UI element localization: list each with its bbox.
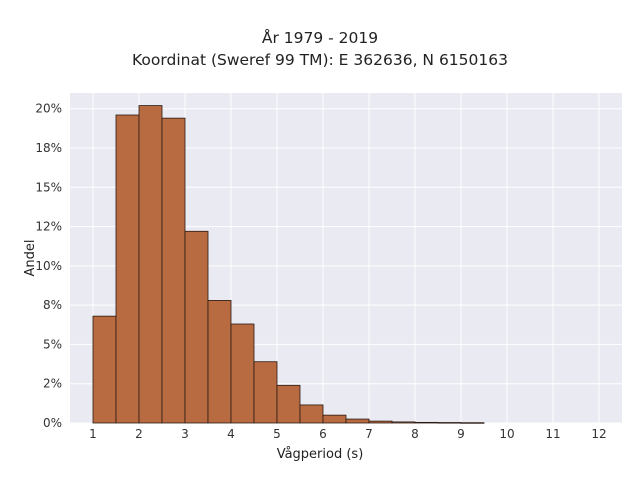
chart-subtitle: Koordinat (Sweref 99 TM): E 362636, N 61… bbox=[132, 51, 508, 69]
y-tick-label: 20% bbox=[35, 102, 62, 116]
histogram-bar bbox=[322, 414, 347, 424]
x-tick-label: 2 bbox=[135, 427, 143, 441]
y-tick-label: 12% bbox=[35, 220, 62, 234]
x-tick-label: 4 bbox=[227, 427, 235, 441]
histogram-bar bbox=[437, 422, 462, 424]
histogram-bar bbox=[184, 230, 209, 424]
chart-title: År 1979 - 2019 bbox=[261, 29, 379, 47]
y-tick-label: 10% bbox=[35, 259, 62, 273]
y-tick-label: 0% bbox=[43, 416, 62, 430]
y-tick-label: 15% bbox=[35, 180, 62, 194]
x-tick-label: 10 bbox=[499, 427, 514, 441]
plot-background bbox=[70, 93, 622, 423]
histogram-bar bbox=[299, 404, 324, 424]
histogram-bar bbox=[368, 420, 393, 424]
x-tick-label: 8 bbox=[411, 427, 419, 441]
y-tick-label: 8% bbox=[43, 298, 62, 312]
y-tick-label: 18% bbox=[35, 141, 62, 155]
histogram-bar bbox=[115, 114, 140, 424]
histogram-bar bbox=[207, 300, 232, 424]
histogram-bar bbox=[345, 418, 370, 424]
y-tick-label: 5% bbox=[43, 337, 62, 351]
x-tick-label: 6 bbox=[319, 427, 327, 441]
histogram-bar bbox=[138, 105, 163, 424]
x-axis-label: Vågperiod (s) bbox=[276, 447, 364, 462]
histogram-bar bbox=[460, 422, 485, 424]
x-tick-label: 1 bbox=[89, 427, 97, 441]
histogram-bar bbox=[92, 315, 117, 424]
histogram-bar bbox=[230, 323, 255, 424]
histogram-bar bbox=[253, 361, 278, 424]
histogram-bar bbox=[276, 384, 301, 424]
histogram-bar bbox=[161, 117, 186, 424]
x-tick-label: 5 bbox=[273, 427, 281, 441]
x-tick-label: 3 bbox=[181, 427, 189, 441]
x-tick-label: 12 bbox=[591, 427, 606, 441]
y-tick-label: 2% bbox=[43, 377, 62, 391]
x-tick-label: 9 bbox=[457, 427, 465, 441]
histogram-bar bbox=[414, 421, 439, 424]
x-tick-label: 7 bbox=[365, 427, 373, 441]
x-tick-label: 11 bbox=[545, 427, 560, 441]
histogram-bar bbox=[391, 421, 416, 424]
y-axis-label: Andel bbox=[23, 239, 38, 277]
